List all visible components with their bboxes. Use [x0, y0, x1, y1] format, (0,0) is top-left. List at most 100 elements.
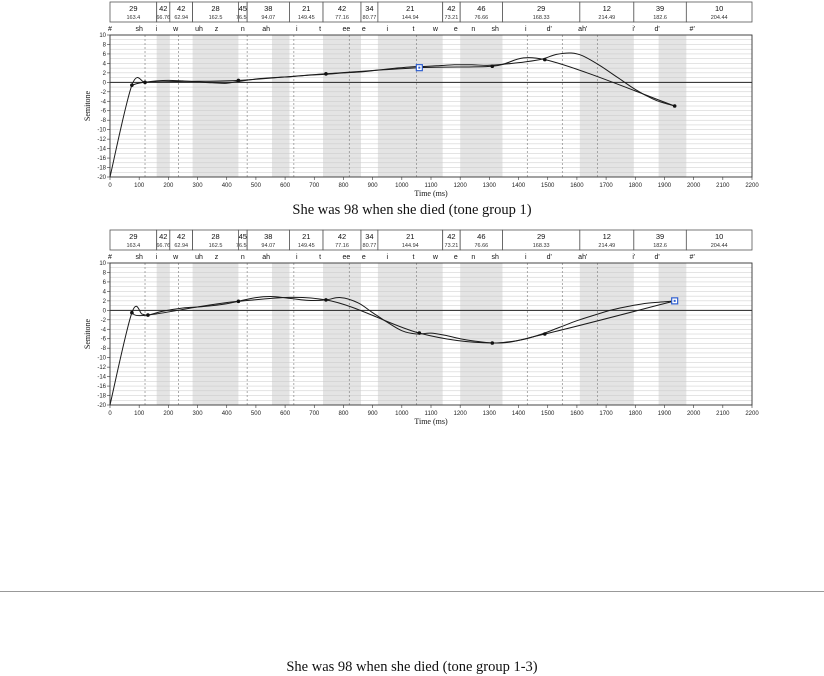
x-tick-label: 1400	[512, 183, 526, 189]
x-tick-label: 2100	[716, 411, 730, 417]
phone-label: i'	[632, 26, 635, 33]
segment-duration: 42	[177, 232, 185, 241]
y-tick-label: -2	[101, 90, 107, 96]
segment-duration: 29	[537, 4, 545, 13]
segment-duration: 28	[211, 232, 219, 241]
segment-duration: 39	[656, 232, 664, 241]
x-tick-label: 0	[108, 411, 112, 417]
y-tick-label: 8	[103, 42, 107, 48]
segment-duration: 10	[715, 4, 723, 13]
segment-duration: 38	[264, 4, 272, 13]
segment-f0: 73.21	[445, 15, 459, 21]
segment-f0: 163.4	[126, 15, 140, 21]
segment-f0: 162.5	[209, 15, 223, 21]
footer-rule	[0, 591, 824, 592]
pitch-target-point	[130, 83, 134, 87]
x-tick-label: 300	[193, 183, 204, 189]
x-tick-label: 2100	[716, 183, 730, 189]
x-tick-label: 1200	[454, 411, 468, 417]
phone-label: i	[525, 26, 527, 33]
selected-point-marker-core	[673, 299, 676, 302]
phone-label: i	[386, 254, 388, 261]
pitch-chart-tone-group-1-3: 29 163.4 42 66.76 42 62.94 28 162.5 45 76.58 38 94.…	[0, 228, 824, 675]
segment-f0: 204.44	[711, 15, 728, 21]
phone-label: ee	[342, 26, 350, 33]
phone-label: uh	[195, 254, 203, 261]
x-tick-label: 1800	[629, 411, 643, 417]
segment-box	[685, 229, 753, 251]
segment-duration: 46	[477, 4, 485, 13]
segment-f0: 76.58	[236, 243, 250, 249]
segment-duration: 42	[177, 4, 185, 13]
phone-label: d'	[547, 254, 552, 261]
x-tick-label: 600	[280, 183, 291, 189]
pitch-target-point	[417, 331, 422, 335]
phone-label: #'	[690, 26, 695, 33]
selected-point-marker-core	[418, 66, 421, 69]
segment-duration: 21	[406, 4, 414, 13]
y-tick-label: -14	[97, 147, 106, 153]
x-axis-label: Time (ms)	[414, 189, 448, 198]
segment-f0: 94.07	[261, 15, 275, 21]
y-tick-label: 2	[103, 299, 107, 305]
x-tick-label: 100	[134, 183, 145, 189]
segment-duration: 21	[406, 232, 414, 241]
y-tick-label: 10	[99, 261, 106, 267]
segment-duration: 21	[302, 4, 310, 13]
segment-f0: 76.66	[474, 15, 488, 21]
phone-label: n	[471, 254, 475, 261]
y-axis-label: Semitone	[83, 318, 92, 349]
chart-caption: She was 98 when she died (tone group 1-3…	[286, 659, 538, 675]
segment-f0: 168.33	[533, 15, 550, 21]
y-tick-label: -18	[97, 166, 106, 172]
x-tick-label: 400	[222, 183, 233, 189]
phone-label: t	[413, 254, 415, 261]
segment-f0: 214.49	[598, 15, 615, 21]
x-tick-label: 1900	[658, 183, 672, 189]
x-tick-label: 1600	[570, 411, 584, 417]
x-tick-label: 900	[368, 411, 379, 417]
segment-duration: 42	[447, 232, 455, 241]
y-tick-label: -6	[101, 109, 107, 115]
segment-duration: 38	[264, 232, 272, 241]
x-tick-label: 900	[368, 183, 379, 189]
x-tick-label: 1700	[599, 411, 613, 417]
phone-label: w	[432, 26, 439, 33]
segment-duration: 34	[365, 4, 373, 13]
phone-label: i	[156, 26, 158, 33]
segment-f0: 80.77	[363, 243, 377, 249]
phone-label: d'	[655, 26, 660, 33]
x-tick-label: 1500	[541, 411, 555, 417]
pitch-chart-svg: 29163.44266.764262.9428162.54576.583894.…	[83, 229, 759, 426]
x-tick-label: 1900	[658, 411, 672, 417]
segment-duration: 29	[537, 232, 545, 241]
y-tick-label: -8	[101, 346, 107, 352]
y-tick-label: -6	[101, 337, 107, 343]
y-tick-label: 6	[103, 52, 107, 58]
y-tick-label: -4	[101, 99, 107, 105]
y-tick-label: 6	[103, 280, 107, 286]
y-tick-label: -2	[101, 318, 107, 324]
segment-f0: 77.16	[335, 243, 349, 249]
segment-duration: 39	[656, 4, 664, 13]
segment-f0: 80.77	[363, 15, 377, 21]
segment-box	[685, 1, 753, 23]
pitch-target-point	[324, 72, 328, 76]
pitch-target-point	[490, 341, 495, 345]
phone-label: i	[525, 254, 527, 261]
phone-label: t	[319, 26, 321, 33]
x-tick-label: 1000	[395, 411, 409, 417]
x-tick-label: 1000	[395, 183, 409, 189]
segment-duration: 45	[239, 232, 247, 241]
phone-label: sh	[135, 254, 143, 261]
segment-f0: 94.07	[261, 243, 275, 249]
phone-label: i	[156, 254, 158, 261]
segment-f0: 149.45	[298, 243, 315, 249]
y-tick-label: 0	[103, 308, 107, 314]
y-tick-label: -12	[97, 137, 106, 143]
x-tick-label: 2200	[745, 411, 759, 417]
x-tick-label: 1500	[541, 183, 555, 189]
pitch-target-point	[672, 104, 677, 108]
x-tick-label: 500	[251, 183, 262, 189]
phone-label: e	[454, 26, 458, 33]
